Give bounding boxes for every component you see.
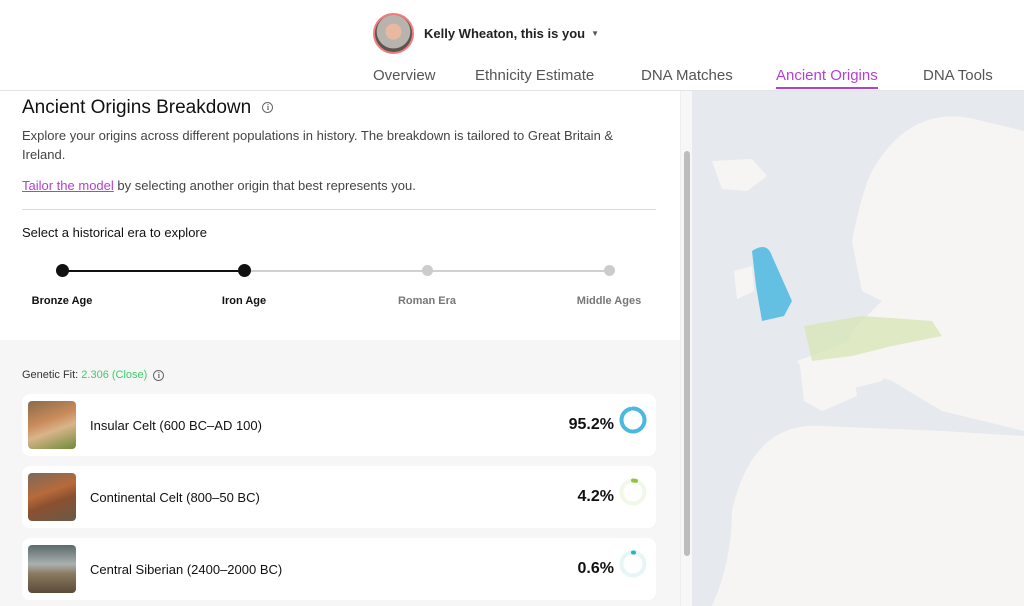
era-label-roman-era[interactable]: Roman Era [397,295,457,307]
tab-ethnicity-estimate[interactable]: Ethnicity Estimate [475,67,595,84]
era-title: Select a historical era to explore [22,225,207,240]
info-icon[interactable]: i [262,102,274,113]
percent-ring [619,550,647,578]
tailor-text: Tailor the model by selecting another or… [22,178,416,193]
header: Kelly Wheaton, this is you ▼ Overview Eth… [0,0,1024,91]
breakdown-panel: Ancient Origins Breakdown i Explore your… [0,91,680,606]
ring-fill [619,550,647,578]
origin-percent: 0.6% [577,560,614,577]
percent-ring [619,478,647,506]
origin-percent: 4.2% [577,488,614,505]
tab-overview[interactable]: Overview [373,67,436,84]
continental-celt-region [804,316,942,361]
origin-card[interactable]: Continental Celt (800–50 BC) 4.2% [22,466,656,528]
era-dot-middle-ages[interactable] [604,265,615,276]
tailor-rest: by selecting another origin that best re… [113,178,416,193]
avatar[interactable] [373,13,414,54]
divider [22,209,656,210]
scrollbar-thumb[interactable] [684,151,690,556]
origin-name: Central Siberian (2400–2000 BC) [90,562,283,577]
era-label-bronze-age[interactable]: Bronze Age [31,295,93,307]
genetic-fit: Genetic Fit: 2.306 (Close) i [22,369,165,381]
scrollbar[interactable] [680,91,692,606]
era-dot-iron-age[interactable] [238,264,251,277]
ring-track [619,550,647,578]
origin-name: Continental Celt (800–50 BC) [90,490,260,505]
tab-ancient-origins[interactable]: Ancient Origins [776,67,878,89]
user-menu[interactable]: Kelly Wheaton, this is you ▼ [424,26,599,41]
origin-card[interactable]: Central Siberian (2400–2000 BC) 0.6% [22,538,656,600]
era-dot-roman-era[interactable] [422,265,433,276]
origin-card[interactable]: Insular Celt (600 BC–AD 100) 95.2% [22,394,656,456]
info-icon[interactable]: i [153,370,165,381]
fit-label: Genetic Fit: [22,369,82,381]
user-name: Kelly Wheaton, this is you [424,26,586,41]
tailor-model-link[interactable]: Tailor the model [22,178,114,193]
fit-value: 2.306 (Close) [81,369,148,381]
origin-image [28,545,76,593]
ring-fill [619,478,647,506]
percent-ring [619,406,647,434]
origin-image [28,401,76,449]
origins-map[interactable] [692,91,1024,606]
origin-image [28,473,76,521]
page-title: Ancient Origins Breakdown i [22,97,274,119]
insular-celt-region [752,247,792,321]
ring-track [619,478,647,506]
origin-percent: 95.2% [568,416,614,433]
timeline-track-active [62,270,244,272]
origin-name: Insular Celt (600 BC–AD 100) [90,418,262,433]
origins-section: Genetic Fit: 2.306 (Close) i Insular Cel… [0,340,680,606]
era-label-middle-ages[interactable]: Middle Ages [576,295,642,307]
caret-down-icon: ▼ [591,29,599,38]
tab-dna-matches[interactable]: DNA Matches [641,67,733,84]
ring-fill [619,406,647,434]
description: Explore your origins across different po… [22,128,614,162]
era-label-iron-age[interactable]: Iron Age [221,295,267,307]
era-dot-bronze-age[interactable] [56,264,69,277]
land-masses [712,116,1024,606]
title-text: Ancient Origins Breakdown [22,97,252,118]
tab-dna-tools[interactable]: DNA Tools [923,67,993,84]
